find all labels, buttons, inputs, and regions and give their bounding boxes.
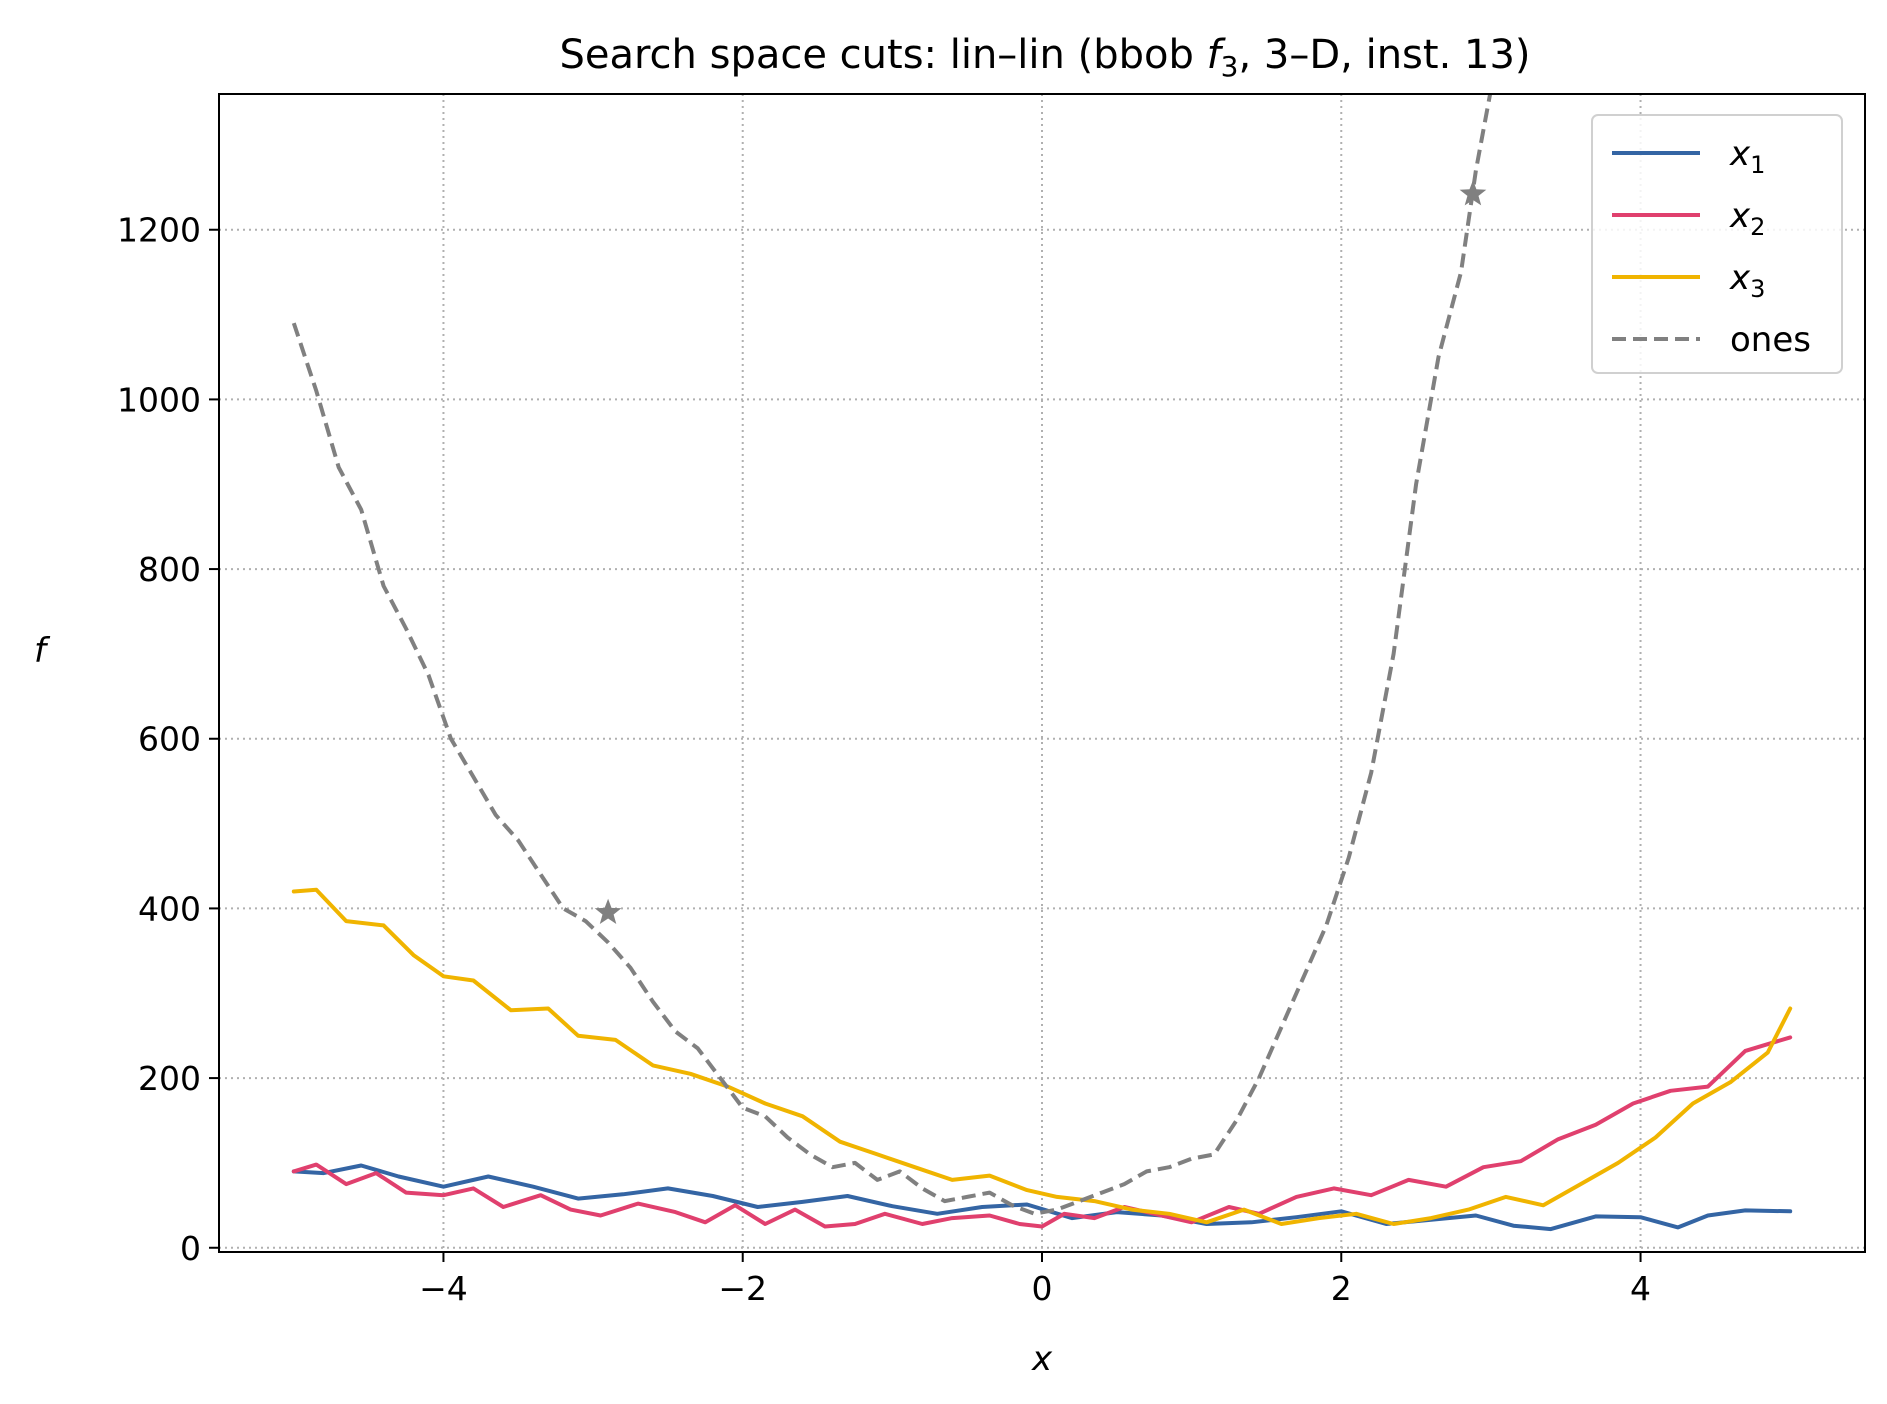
x-axis: −4 −2 0 2 4 — [419, 1252, 1651, 1308]
star-marker — [594, 898, 622, 924]
series-line-ones — [291, 94, 1493, 1216]
x-axis-label: x — [1031, 1339, 1053, 1379]
legend-label: x1 — [1729, 134, 1765, 179]
y-tick-label: 200 — [138, 1059, 201, 1098]
y-axis: 0 200 400 600 800 1000 1200 — [117, 211, 219, 1268]
series-line-x3 — [291, 887, 1793, 1226]
chart-title: Search space cuts: lin–lin (bbob f3, 3–D… — [559, 32, 1530, 83]
series-lines — [291, 94, 1793, 1232]
legend-label: x3 — [1729, 258, 1765, 303]
star-marker — [1459, 180, 1487, 206]
x-tick-label: 4 — [1630, 1269, 1651, 1308]
series-line-x2 — [291, 1035, 1793, 1229]
y-tick-label: 400 — [138, 889, 201, 928]
markers — [594, 180, 1487, 924]
legend-label: ones — [1730, 320, 1811, 360]
legend-label: x2 — [1729, 196, 1765, 241]
x-tick-label: 0 — [1032, 1269, 1053, 1308]
legend-frame — [1591, 114, 1843, 374]
y-tick-label: 1200 — [117, 211, 201, 250]
y-tick-label: 0 — [180, 1229, 201, 1268]
legend: x1 x2 x3 ones — [1591, 114, 1843, 374]
y-tick-label: 600 — [138, 720, 201, 759]
y-tick-label: 800 — [138, 550, 201, 589]
x-tick-label: −4 — [419, 1269, 468, 1308]
x-tick-label: −2 — [718, 1269, 767, 1308]
x-tick-label: 2 — [1331, 1269, 1352, 1308]
y-tick-label: 1000 — [117, 380, 201, 419]
